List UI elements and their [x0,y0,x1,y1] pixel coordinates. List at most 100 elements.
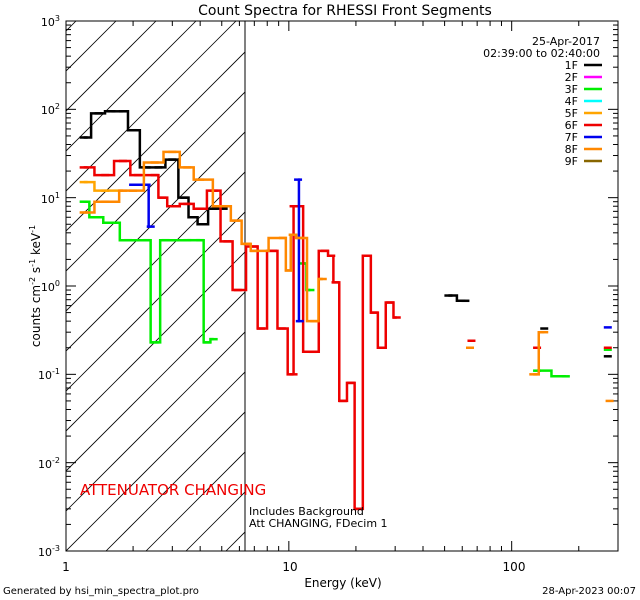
series-step [367,254,375,314]
series-step [297,178,301,323]
series-step [162,196,173,208]
x-axis-label: Energy (keV) [304,576,381,590]
y-tick-label: 10-1 [38,367,60,382]
chart-title: Count Spectra for RHESSI Front Segments [198,3,492,19]
series-step [172,150,188,169]
legend-label: 6F [565,119,578,132]
series-1F [79,110,612,358]
series-step [133,161,155,192]
series-step [236,219,248,246]
series-step [200,189,214,210]
series-step [83,112,99,139]
legend-label: 2F [565,71,578,84]
series-step [342,381,351,403]
legend-label: 9F [565,155,578,168]
series-step [154,173,163,199]
series-step [448,294,466,303]
hatch-line [145,451,245,551]
series-step [390,301,397,319]
series-step [260,249,274,330]
hatch-line [626,21,640,551]
series-step [105,159,123,177]
series-step [254,245,261,330]
series-step [225,204,237,222]
series-step [533,330,545,376]
hatch-line [66,211,245,392]
legend-label: 3F [565,83,578,96]
series-step [83,200,96,219]
footer-timestamp: 28-Apr-2023 00:07 [542,586,636,597]
series-step [324,249,332,258]
series-step [187,166,201,181]
series-step [111,221,129,242]
series-step [288,233,293,272]
series-step [172,158,185,199]
note-background: Includes Background [249,505,364,518]
series-7F [129,178,612,329]
x-tick-label: 100 [503,560,526,574]
series-step [122,110,134,132]
series-step [331,254,336,284]
legend-label: 4F [565,95,578,108]
series-step [187,202,201,210]
series-step [98,110,112,115]
series-step [200,238,208,344]
x-tick-label: 10 [282,560,297,574]
series-step [83,166,106,177]
series-step [381,301,391,349]
hatch-line [105,411,245,551]
hatch-line [66,131,245,312]
hatch-line [66,21,237,192]
hatch-line [66,51,245,232]
y-tick-label: 102 [41,102,60,117]
x-tick-label: 1 [62,560,70,574]
series-step [247,242,255,253]
legend-time-range: 02:39:00 to 02:40:00 [483,47,600,60]
series-step [335,281,343,403]
y-tick-labels: 10-3 10-2 10-1 100 101 102 103 [38,14,60,559]
series-step [299,236,315,323]
series-step [83,200,106,214]
series-step [314,277,323,323]
series-step [374,311,382,349]
y-tick-label: 10-2 [38,456,60,471]
legend-label: 5F [565,107,578,120]
series-step [154,238,166,344]
series-step [350,381,359,511]
hatch-line [66,331,245,512]
y-axis-label: counts cm-2 s-1 keV-1 [28,225,43,347]
series-step [202,207,214,226]
footer-generated-by: Generated by hsi_min_spectra_plot.pro [3,586,199,597]
legend-label: 8F [565,143,578,156]
hatch-line [66,251,245,432]
hatch-line [66,21,197,152]
series-step [282,236,289,272]
series-8F [79,150,614,403]
series-step [154,150,173,164]
series-step [273,249,282,330]
hatch-line [426,21,640,551]
series-step [184,196,193,219]
series-step [358,254,368,511]
legend-label: 1F [565,59,578,72]
series-step [213,189,228,243]
series-step [200,178,226,208]
hatch-line [66,371,245,551]
hatch-line [266,21,640,551]
series-step [237,245,255,292]
series-3F [79,200,612,378]
x-tick-labels: 1 10 100 [62,560,525,574]
legend-label: 7F [565,131,578,144]
series-step [95,216,112,225]
series-step [146,238,155,344]
axis-ticks [65,20,619,552]
series-step [292,233,300,240]
series-step [207,337,214,344]
hatch-line [66,21,157,112]
y-tick-label: 10-3 [38,544,60,559]
series-step [146,183,151,228]
series-step [192,216,203,226]
series-layer [79,110,614,511]
legend-date: 25-Apr-2017 [532,35,600,48]
